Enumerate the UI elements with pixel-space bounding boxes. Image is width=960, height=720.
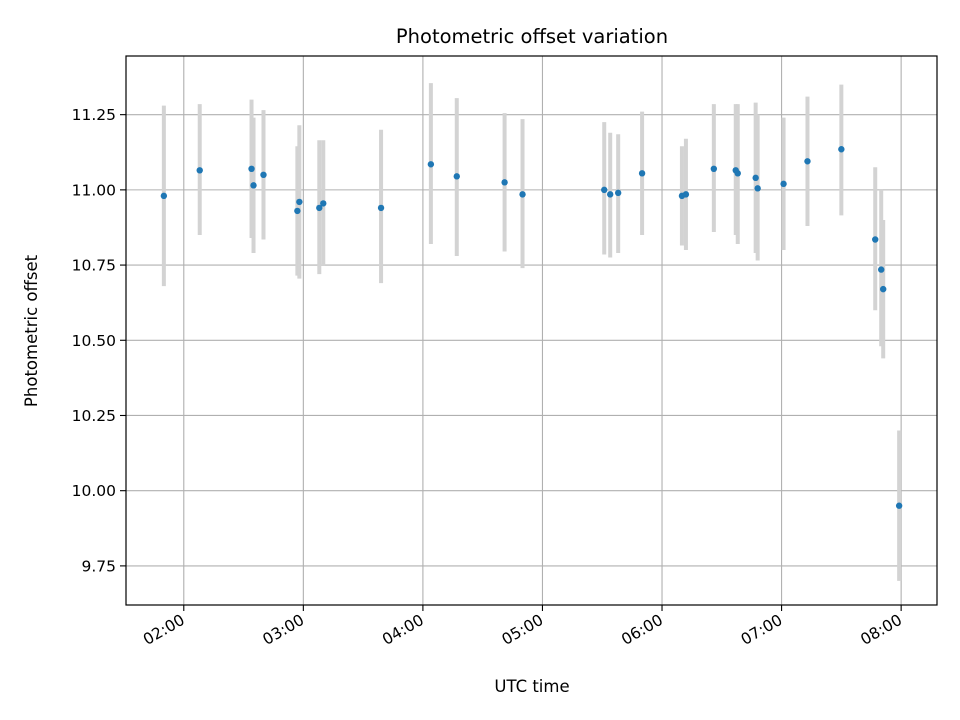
data-point [248, 165, 255, 173]
y-tick-label: 11.25 [72, 106, 116, 124]
y-tick-label: 11.00 [72, 181, 116, 199]
chart-title: Photometric offset variation [396, 25, 668, 48]
y-tick-label: 10.75 [72, 257, 116, 275]
data-point [196, 167, 203, 174]
x-tick-label: 07:00 [738, 611, 786, 649]
y-tick-label: 10.25 [72, 407, 116, 425]
data-point [710, 165, 718, 173]
x-tick-label: 08:00 [857, 611, 905, 649]
x-tick-label: 02:00 [140, 611, 188, 649]
data-points [160, 146, 903, 509]
data-point [754, 185, 761, 192]
error-bars [161, 83, 902, 581]
y-tick-label: 9.75 [81, 557, 116, 575]
data-point [453, 173, 460, 180]
y-axis: 9.75 10.00 10.25 10.50 10.75 11.00 11.25 [72, 106, 126, 575]
x-tick-label: 03:00 [260, 611, 308, 649]
data-point [878, 266, 885, 273]
data-point [895, 502, 903, 509]
x-tick-label: 05:00 [499, 611, 547, 649]
data-point [427, 161, 435, 168]
data-point [872, 236, 879, 243]
data-point [752, 174, 759, 182]
data-point [638, 170, 646, 177]
data-point [294, 207, 301, 215]
x-axis: 02:00 03:00 04:00 05:00 06:00 07:00 08:00 [140, 605, 905, 649]
data-point [501, 179, 508, 186]
data-point [734, 170, 741, 177]
data-point [320, 200, 327, 207]
plot-frame [125, 55, 938, 606]
data-point [780, 180, 787, 188]
y-tick-label: 10.00 [72, 482, 116, 500]
x-tick-label: 06:00 [618, 611, 666, 649]
data-point [296, 198, 303, 206]
data-point [601, 186, 608, 194]
data-point [879, 285, 887, 293]
x-tick-label: 04:00 [379, 611, 427, 649]
grid-lines [126, 56, 937, 605]
data-point [614, 189, 622, 197]
data-point [377, 204, 385, 212]
data-point [519, 191, 526, 198]
data-point [260, 171, 267, 179]
data-point [316, 204, 323, 212]
data-point [607, 191, 614, 198]
data-point [682, 191, 690, 198]
x-axis-title: UTC time [494, 677, 569, 696]
y-axis-title: Photometric offset [22, 254, 41, 407]
data-point [804, 158, 811, 165]
data-point [160, 192, 168, 200]
data-point [838, 146, 845, 153]
data-point [250, 182, 257, 189]
y-tick-label: 10.50 [72, 332, 116, 350]
